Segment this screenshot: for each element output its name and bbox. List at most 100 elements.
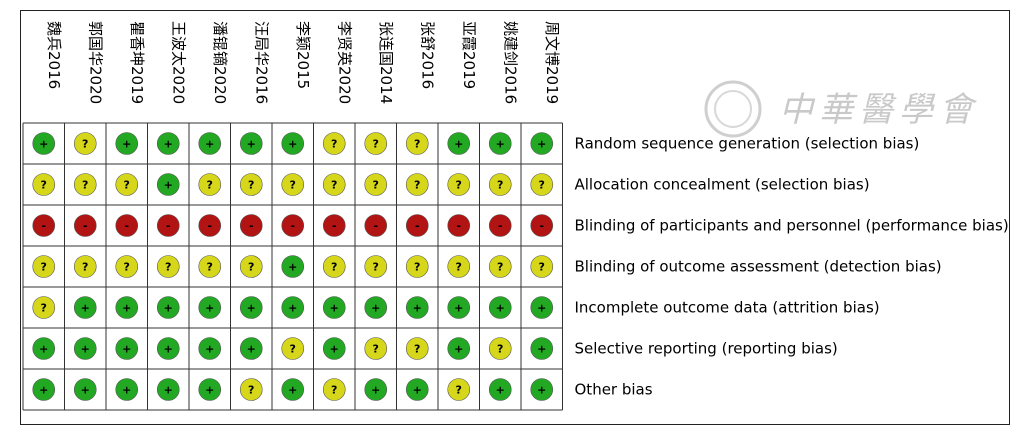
judgement-circle (115, 132, 139, 155)
judgement-symbol: ? (539, 261, 545, 274)
judgement-symbol: + (81, 384, 90, 397)
study-label: 张舒2016 (418, 21, 436, 89)
judgement-circle (198, 296, 222, 319)
judgement-symbol: + (205, 343, 214, 356)
judgement-circle (364, 255, 388, 278)
judgement-symbol: + (81, 343, 90, 356)
study-label: 姚建剑2016 (501, 21, 519, 104)
judgement-symbol: + (496, 138, 505, 151)
judgement-circle (32, 337, 56, 360)
judgement-symbol: + (164, 384, 173, 397)
judgement-symbol: + (454, 138, 463, 151)
judgement-symbol: + (205, 138, 214, 151)
judgement-circle (73, 337, 97, 360)
judgement-circle (281, 255, 305, 278)
judgement-symbol: ? (248, 261, 254, 274)
judgement-circle (156, 296, 180, 319)
judgement-symbol: ? (331, 384, 337, 397)
judgement-symbol: + (122, 384, 131, 397)
judgement-symbol: + (537, 384, 546, 397)
judgement-circle (322, 214, 346, 237)
domain-label: Blinding of participants and personnel (… (575, 217, 1009, 235)
judgement-circle (115, 214, 139, 237)
judgement-symbol: ? (207, 179, 213, 192)
judgement-circle (115, 255, 139, 278)
judgement-symbol: + (205, 302, 214, 315)
judgement-circle (405, 214, 429, 237)
judgement-circle (32, 296, 56, 319)
judgement-circle (156, 378, 180, 401)
watermark-seal-inner (714, 90, 752, 128)
judgement-symbol: + (454, 302, 463, 315)
judgement-circle (405, 378, 429, 401)
judgement-circle (322, 296, 346, 319)
judgement-circle (530, 132, 554, 155)
judgement-symbol: - (456, 220, 461, 233)
judgement-circle (447, 132, 471, 155)
judgement-circle (322, 337, 346, 360)
judgement-circle (405, 337, 429, 360)
judgement-symbol: ? (82, 261, 88, 274)
judgement-symbol: ? (373, 138, 379, 151)
judgement-circle (239, 337, 263, 360)
study-label: 汪局华2016 (252, 21, 270, 104)
judgement-symbol: + (371, 302, 380, 315)
risk-of-bias-grid: 魏兵2016 郭国华2020 瞿香坤2019 王波太2020 潘锟镝2020 汪局华201… (22, 21, 1009, 411)
watermark-seal (704, 80, 762, 138)
judgement-circle (156, 132, 180, 155)
judgement-circle (488, 337, 512, 360)
domain-labels: Random sequence generation (selection bi… (575, 135, 1009, 399)
study-label: 潘锟镝2020 (211, 21, 229, 104)
judgement-circle (281, 337, 305, 360)
judgement-symbol: ? (290, 343, 296, 356)
judgement-circle (115, 173, 139, 196)
judgement-circle (32, 255, 56, 278)
judgement-circle (364, 337, 388, 360)
judgement-circle (364, 214, 388, 237)
judgement-symbol: ? (456, 179, 462, 192)
judgement-circle (447, 296, 471, 319)
judgement-symbol: + (288, 302, 297, 315)
judgement-symbol: ? (373, 261, 379, 274)
judgement-symbol: - (124, 220, 129, 233)
judgement-symbol: ? (41, 302, 47, 315)
judgement-symbol: ? (331, 138, 337, 151)
judgement-circle (488, 378, 512, 401)
judgement-circle (488, 132, 512, 155)
judgement-circle (488, 255, 512, 278)
judgement-symbol: ? (331, 261, 337, 274)
judgement-symbol: ? (414, 343, 420, 356)
judgement-circle (115, 296, 139, 319)
judgement-symbol: + (496, 384, 505, 397)
study-label: 张连国2014 (377, 21, 395, 104)
judgement-circle (405, 296, 429, 319)
judgement-symbol: - (498, 220, 503, 233)
judgement-symbol: - (415, 220, 420, 233)
judgement-circle (198, 173, 222, 196)
judgement-circle (364, 132, 388, 155)
judgement-symbol: - (373, 220, 378, 233)
judgement-circle (405, 132, 429, 155)
judgement-circle (530, 214, 554, 237)
judgement-symbol: + (164, 179, 173, 192)
judgement-symbol: - (539, 220, 544, 233)
judgement-circle (73, 378, 97, 401)
judgement-symbol: ? (456, 384, 462, 397)
judgement-symbol: + (247, 138, 256, 151)
judgement-circle (322, 378, 346, 401)
study-label: 瞿香坤2019 (128, 21, 146, 104)
judgement-symbol: + (288, 384, 297, 397)
judgement-circle (198, 214, 222, 237)
judgement-symbol: ? (414, 179, 420, 192)
watermark-text: 中華醫學會 (779, 90, 979, 130)
study-label: 王波太2020 (169, 21, 187, 104)
judgement-circle (447, 378, 471, 401)
judgement-circle (239, 132, 263, 155)
judgement-symbol: + (39, 384, 48, 397)
judgement-symbol: ? (414, 138, 420, 151)
judgement-circle (364, 378, 388, 401)
judgement-symbol: + (247, 343, 256, 356)
judgement-symbol: ? (41, 261, 47, 274)
judgement-symbol: - (41, 220, 46, 233)
judgement-circle (198, 378, 222, 401)
